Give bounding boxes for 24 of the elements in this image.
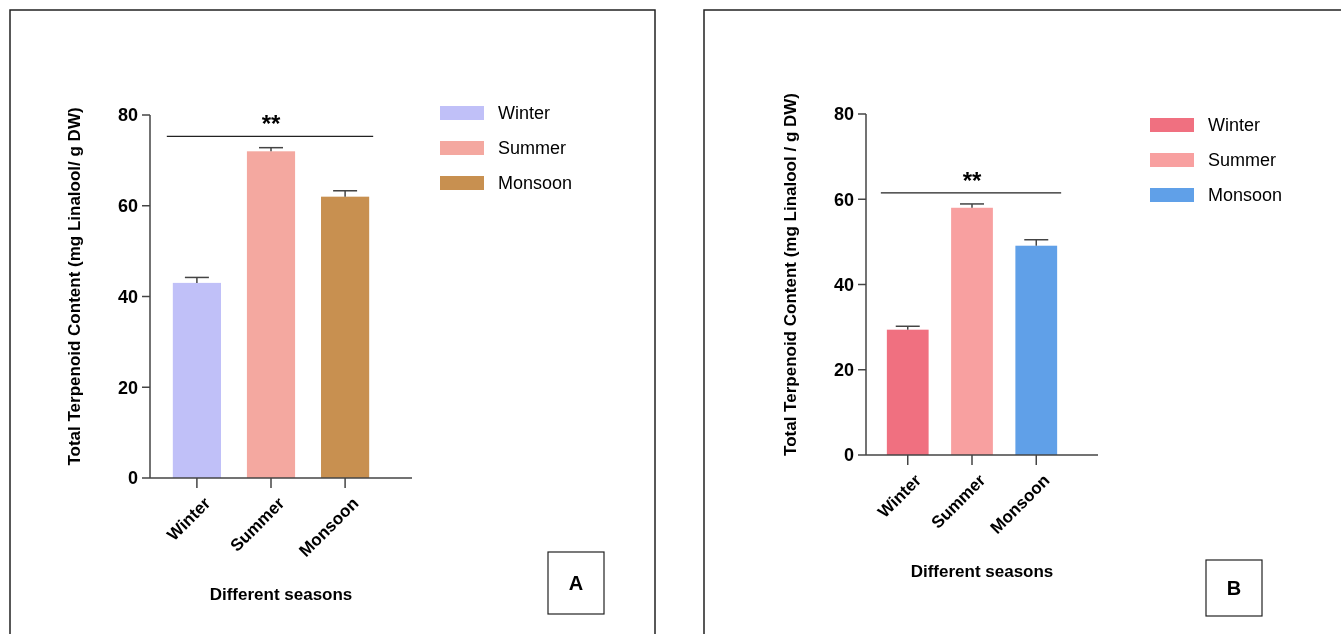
y-axis-title: Total Terpenoid Content (mg Linalool/ g DW) — [65, 107, 84, 466]
text: B — [1226, 577, 1242, 599]
ref-line-label: ** — [261, 110, 281, 138]
y-axis-title: Total Terpenoid Content (mg Linalool / g DW) — [781, 93, 800, 456]
y-tick-label: 0 — [127, 468, 138, 489]
legend-label: Summer — [498, 138, 567, 159]
y-tick-label: 40 — [117, 286, 138, 307]
legend-label: Monsoon — [1208, 185, 1283, 206]
x-axis-title: Different seasons — [910, 562, 1054, 581]
y-tick-label: 20 — [833, 360, 854, 381]
ref-line-label: ** — [962, 166, 982, 194]
legend-label: Monsoon — [498, 173, 573, 194]
legend-label: Winter — [1208, 115, 1261, 136]
y-tick-label: 40 — [833, 274, 854, 295]
y-tick-label: 80 — [833, 104, 854, 125]
y-tick-label: 0 — [843, 445, 854, 466]
y-tick-label: 60 — [117, 196, 138, 217]
legend-label: Winter — [498, 103, 551, 124]
y-tick-label: 60 — [833, 189, 854, 210]
legend-label: Summer — [1208, 150, 1277, 171]
y-tick-label: 20 — [117, 377, 138, 398]
text: A — [568, 572, 584, 594]
x-axis-title: Different seasons — [209, 585, 353, 604]
y-tick-label: 80 — [117, 105, 138, 126]
